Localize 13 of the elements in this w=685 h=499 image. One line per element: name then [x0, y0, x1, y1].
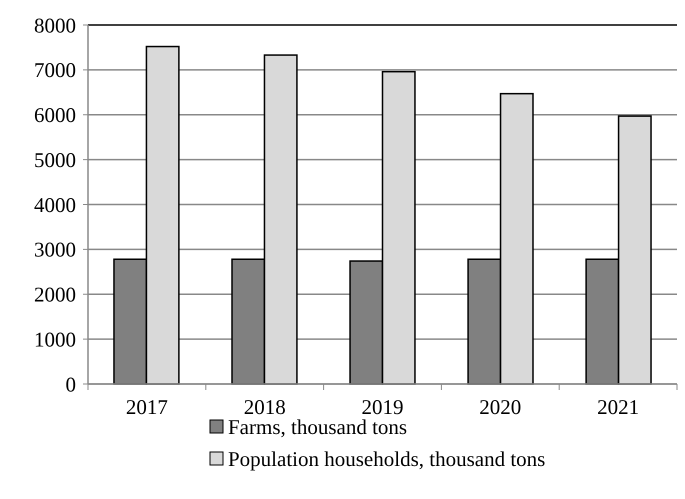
y-tick-label: 2000	[34, 282, 76, 307]
x-tick-label: 2021	[597, 395, 640, 419]
x-tick-label: 2020	[479, 395, 522, 419]
y-tick-label: 5000	[34, 148, 76, 172]
y-tick-label: 0	[66, 372, 76, 396]
y-tick-label: 8000	[34, 13, 76, 38]
y-tick-label: 7000	[34, 58, 76, 82]
legend-label: Population households, thousand tons	[228, 447, 546, 471]
y-tick-label: 4000	[34, 192, 76, 217]
y-tick-label: 3000	[34, 238, 76, 262]
y-tick-label: 1000	[34, 327, 76, 352]
x-tick-label: 2017	[126, 395, 168, 419]
y-tick-label: 6000	[34, 103, 76, 128]
